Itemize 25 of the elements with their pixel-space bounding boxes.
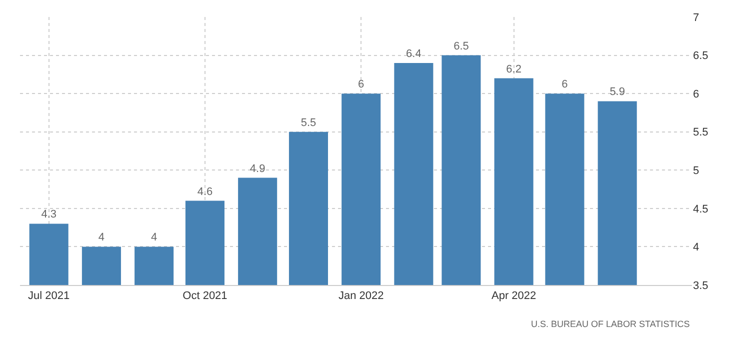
data-label: 5.5 bbox=[300, 116, 316, 129]
data-label: 6.5 bbox=[454, 40, 469, 52]
data-label: 4.3 bbox=[41, 208, 56, 221]
y-tick-label: 5.5 bbox=[693, 126, 708, 139]
y-tick-label: 7 bbox=[693, 12, 700, 24]
x-tick-label: Oct 2021 bbox=[182, 290, 228, 302]
data-label: 4 bbox=[151, 232, 158, 244]
x-tick-label: Apr 2022 bbox=[491, 290, 536, 302]
data-label: 4.6 bbox=[197, 186, 213, 198]
y-tick-label: 3.5 bbox=[693, 280, 708, 292]
data-label: 6.2 bbox=[506, 63, 522, 76]
data-label: 6.4 bbox=[406, 48, 422, 60]
data-label: 5.9 bbox=[610, 86, 625, 98]
data-label: 6 bbox=[358, 78, 364, 91]
y-tick-label: 6 bbox=[693, 88, 700, 100]
y-tick-label: 6.5 bbox=[693, 50, 708, 62]
text: U.S. BUREAU OF LABOR STATISTICS bbox=[531, 319, 690, 329]
x-tick-label: Jul 2021 bbox=[28, 290, 70, 302]
x-tick-label: Jan 2022 bbox=[338, 290, 384, 302]
y-tick-label: 4.5 bbox=[693, 203, 708, 216]
y-tick-label: 5 bbox=[693, 164, 700, 177]
data-label: 4 bbox=[98, 232, 105, 244]
data-label: 6 bbox=[562, 78, 568, 91]
data-label: 4.9 bbox=[250, 162, 266, 175]
y-tick-label: 4 bbox=[693, 242, 700, 254]
